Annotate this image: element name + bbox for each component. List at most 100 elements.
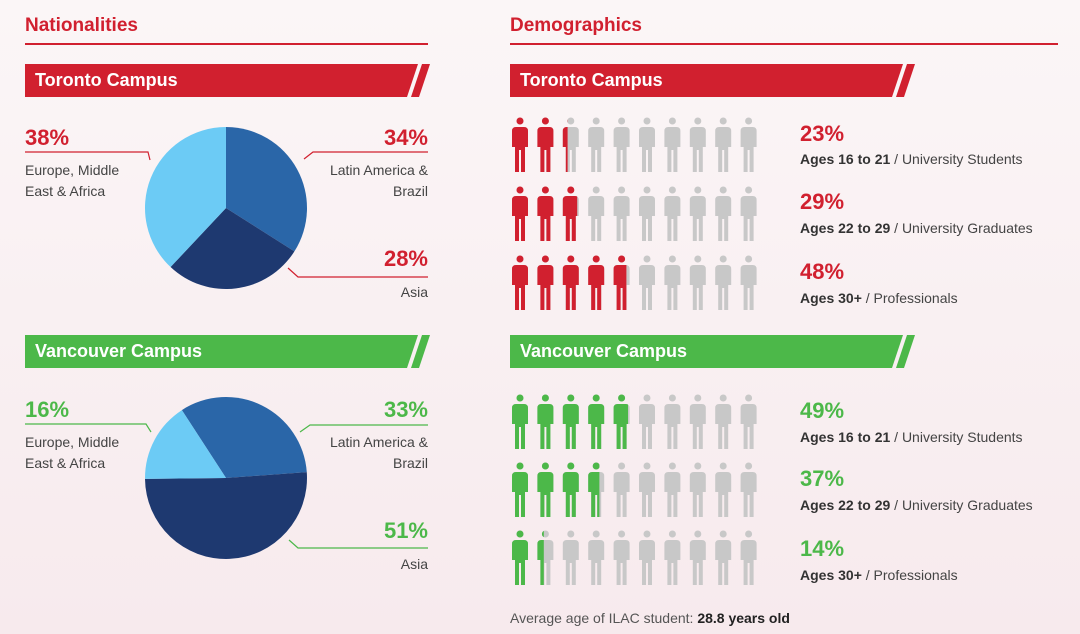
- demographics-title: Demographics: [510, 15, 642, 36]
- person-icon: [562, 394, 579, 449]
- person-icon: [512, 462, 528, 517]
- toronto-slice-latam: [226, 127, 307, 252]
- separator: /: [890, 429, 902, 445]
- age-range: Ages 30+: [800, 567, 862, 583]
- vancouver-asia-label: Asia: [400, 556, 428, 572]
- person-icon: [512, 186, 528, 241]
- person-icon: [664, 255, 681, 310]
- person-icon: [664, 394, 681, 449]
- person-icon: [562, 462, 579, 517]
- toronto-pie-chart: [145, 127, 307, 289]
- separator: /: [890, 497, 902, 513]
- toronto-asia-pct: 28%: [383, 246, 428, 271]
- person-icon: [537, 186, 554, 241]
- person-icon: [689, 394, 706, 449]
- toronto-nationalities-banner-label: Toronto Campus: [35, 70, 178, 90]
- person-icon: [512, 394, 528, 449]
- person-icon: [639, 462, 655, 517]
- nationalities-title: Nationalities: [25, 15, 138, 36]
- vancouver-demographics-banner: Vancouver Campus: [510, 335, 915, 368]
- vancouver-emea-pct: 16%: [25, 397, 70, 422]
- toronto-age-22-29-label: Ages 22 to 29 / University Graduates: [800, 220, 1033, 236]
- toronto-emea-leader: [25, 151, 151, 161]
- group: University Graduates: [901, 220, 1033, 236]
- toronto-age-16-21-label: Ages 16 to 21 / University Students: [800, 151, 1023, 167]
- vancouver-age-22-29-pct: 37%: [800, 466, 845, 491]
- person-icon: [689, 117, 706, 172]
- person-icon: [740, 186, 757, 241]
- group: Professionals: [873, 567, 958, 583]
- person-icon: [562, 530, 579, 585]
- vancouver-row-2-highlight: [512, 530, 544, 585]
- person-icon: [562, 255, 579, 310]
- age-range: Ages 30+: [800, 290, 862, 306]
- vancouver-row-2-background: [512, 530, 757, 585]
- person-icon: [512, 255, 528, 310]
- age-range: Ages 16 to 21: [800, 151, 891, 167]
- person-icon: [639, 117, 655, 172]
- nationalities-rule: [25, 43, 428, 45]
- vancouver-asia-pct: 51%: [383, 518, 428, 543]
- vancouver-age-22-29-label: Ages 22 to 29 / University Graduates: [800, 497, 1033, 513]
- vancouver-nationalities-banner-label: Vancouver Campus: [35, 341, 203, 361]
- vancouver-age-30-label: Ages 30+ / Professionals: [800, 567, 958, 583]
- average-age-text: Average age of ILAC student:: [510, 610, 694, 626]
- person-icon: [562, 119, 568, 172]
- person-icon: [740, 394, 757, 449]
- vancouver-row-0-highlight: [512, 394, 628, 449]
- group: University Graduates: [901, 497, 1033, 513]
- toronto-demographics-banner: Toronto Campus: [510, 64, 915, 97]
- toronto-latam-pct: 34%: [383, 125, 428, 150]
- toronto-latam-label: Latin America & Brazil: [329, 162, 428, 199]
- vancouver-nationalities-banner: Vancouver Campus: [25, 335, 430, 368]
- person-icon: [639, 394, 655, 449]
- person-icon: [740, 530, 757, 585]
- person-icon: [588, 394, 605, 449]
- person-icon: [613, 462, 630, 517]
- person-icon: [537, 117, 554, 172]
- average-age-value: 28.8 years old: [697, 610, 790, 626]
- age-range: Ages 22 to 29: [800, 497, 891, 513]
- group: Professionals: [873, 290, 958, 306]
- person-icon: [613, 255, 627, 310]
- person-icon: [715, 117, 732, 172]
- toronto-age-30-pct: 48%: [800, 259, 845, 284]
- person-icon: [588, 462, 600, 517]
- person-icon: [740, 117, 757, 172]
- vancouver-latam-pct: 33%: [383, 397, 428, 422]
- toronto-emea-label: Europe, Middle East & Africa: [25, 162, 120, 199]
- vancouver-age-30-pct: 14%: [800, 536, 845, 561]
- vancouver-slice-latam: [181, 397, 307, 478]
- vancouver-age-16-21-pct: 49%: [800, 398, 845, 423]
- person-icon: [512, 117, 528, 172]
- person-icon: [689, 186, 706, 241]
- vancouver-asia-leader: [288, 539, 428, 549]
- person-icon: [613, 530, 630, 585]
- toronto-row-0-highlight: [512, 117, 568, 172]
- separator: /: [861, 290, 874, 306]
- person-icon: [715, 462, 732, 517]
- vancouver-emea-label: Europe, Middle East & Africa: [25, 434, 120, 471]
- person-icon: [715, 186, 732, 241]
- separator: /: [890, 220, 902, 236]
- person-icon: [588, 186, 605, 241]
- toronto-demographics-banner-label: Toronto Campus: [520, 70, 663, 90]
- toronto-slice-emea: [145, 127, 226, 268]
- person-icon: [664, 117, 681, 172]
- person-icon: [537, 462, 554, 517]
- person-icon: [613, 394, 628, 449]
- person-icon: [537, 530, 544, 585]
- person-icon: [588, 530, 605, 585]
- vancouver-slice-emea: [145, 410, 226, 479]
- person-icon: [689, 255, 706, 310]
- toronto-age-16-21-pct: 23%: [800, 121, 845, 146]
- person-icon: [588, 117, 605, 172]
- toronto-emea-pct: 38%: [25, 125, 70, 150]
- person-icon: [588, 255, 605, 310]
- person-icon: [639, 255, 655, 310]
- person-icon: [664, 186, 681, 241]
- person-icon: [740, 255, 757, 310]
- toronto-row-2-highlight: [512, 255, 627, 310]
- person-icon: [613, 117, 630, 172]
